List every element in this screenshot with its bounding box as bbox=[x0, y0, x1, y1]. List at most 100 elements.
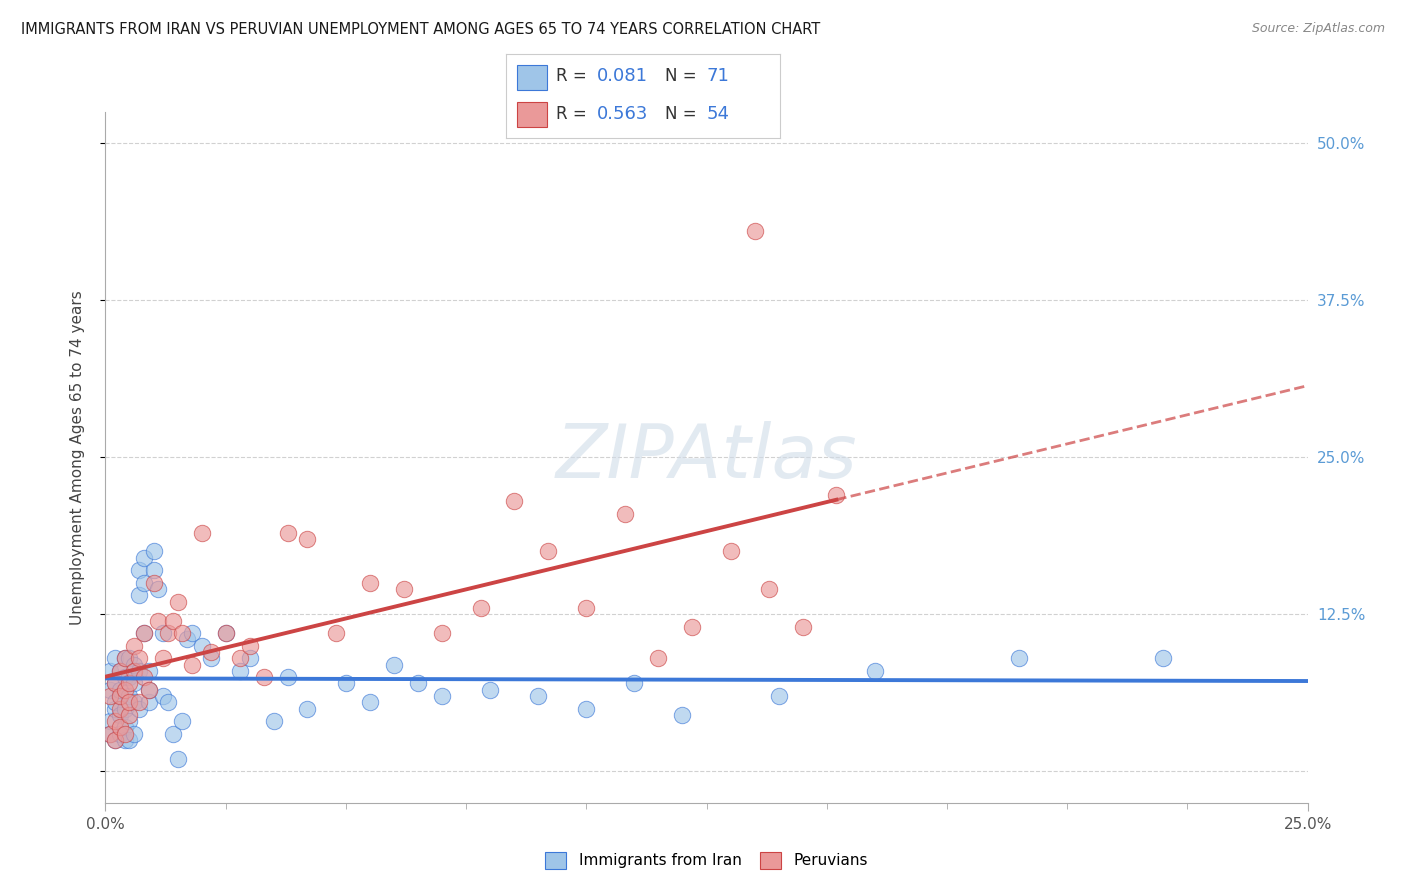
Point bbox=[108, 664, 131, 678]
Point bbox=[114, 682, 136, 697]
Point bbox=[229, 651, 252, 665]
Point bbox=[152, 626, 174, 640]
Point bbox=[104, 733, 127, 747]
Point bbox=[118, 670, 141, 684]
Point bbox=[190, 639, 212, 653]
Point bbox=[671, 707, 693, 722]
Point bbox=[575, 601, 598, 615]
Point bbox=[108, 689, 131, 703]
Text: R =: R = bbox=[555, 105, 592, 123]
Point bbox=[214, 626, 236, 640]
Point bbox=[118, 689, 141, 703]
Point bbox=[681, 620, 703, 634]
Point bbox=[98, 726, 121, 740]
Point bbox=[406, 676, 429, 690]
Point bbox=[138, 664, 160, 678]
FancyBboxPatch shape bbox=[517, 64, 547, 90]
Text: 54: 54 bbox=[706, 105, 730, 123]
Point bbox=[575, 701, 598, 715]
Point bbox=[142, 575, 165, 590]
Text: IMMIGRANTS FROM IRAN VS PERUVIAN UNEMPLOYMENT AMONG AGES 65 TO 74 YEARS CORRELAT: IMMIGRANTS FROM IRAN VS PERUVIAN UNEMPLO… bbox=[21, 22, 820, 37]
Point bbox=[108, 701, 131, 715]
Point bbox=[128, 589, 150, 603]
Point bbox=[537, 544, 560, 558]
Point bbox=[124, 664, 146, 678]
Text: R =: R = bbox=[555, 67, 592, 85]
Point bbox=[166, 595, 188, 609]
FancyBboxPatch shape bbox=[517, 102, 547, 128]
Point bbox=[479, 682, 502, 697]
Point bbox=[758, 582, 780, 596]
Point bbox=[98, 714, 121, 728]
Point bbox=[229, 664, 252, 678]
Point bbox=[181, 626, 204, 640]
Text: ZIPAtlas: ZIPAtlas bbox=[555, 421, 858, 493]
Point bbox=[297, 701, 319, 715]
Point bbox=[142, 563, 165, 577]
Point bbox=[152, 651, 174, 665]
Point bbox=[172, 626, 194, 640]
Legend: Immigrants from Iran, Peruvians: Immigrants from Iran, Peruvians bbox=[538, 846, 875, 875]
Point bbox=[118, 695, 141, 709]
Point bbox=[744, 224, 766, 238]
Point bbox=[118, 676, 141, 690]
Point bbox=[623, 676, 645, 690]
Point bbox=[277, 525, 299, 540]
Point bbox=[863, 664, 886, 678]
Point bbox=[124, 676, 146, 690]
Point bbox=[392, 582, 415, 596]
Point bbox=[124, 695, 146, 709]
Point bbox=[503, 494, 526, 508]
Y-axis label: Unemployment Among Ages 65 to 74 years: Unemployment Among Ages 65 to 74 years bbox=[70, 290, 84, 624]
Point bbox=[470, 601, 492, 615]
Point bbox=[118, 707, 141, 722]
Point bbox=[104, 676, 127, 690]
Text: 0.563: 0.563 bbox=[596, 105, 648, 123]
Point bbox=[792, 620, 814, 634]
Point bbox=[108, 682, 131, 697]
Text: N =: N = bbox=[665, 105, 702, 123]
Point bbox=[200, 651, 222, 665]
Point bbox=[114, 733, 136, 747]
Point bbox=[239, 639, 262, 653]
Point bbox=[108, 720, 131, 734]
Point bbox=[148, 614, 170, 628]
Point bbox=[1152, 651, 1174, 665]
Point bbox=[152, 689, 174, 703]
Point bbox=[359, 695, 381, 709]
Point bbox=[263, 714, 285, 728]
Text: 71: 71 bbox=[706, 67, 730, 85]
Point bbox=[104, 733, 127, 747]
Point bbox=[138, 682, 160, 697]
Point bbox=[128, 695, 150, 709]
Point bbox=[128, 651, 150, 665]
Point bbox=[613, 507, 636, 521]
Point bbox=[108, 707, 131, 722]
Point bbox=[114, 720, 136, 734]
Point bbox=[128, 563, 150, 577]
Point bbox=[98, 664, 121, 678]
Point bbox=[162, 726, 184, 740]
Point bbox=[430, 689, 453, 703]
Point bbox=[156, 695, 179, 709]
Point bbox=[104, 714, 127, 728]
Point bbox=[124, 726, 146, 740]
Point bbox=[124, 657, 146, 672]
Point bbox=[166, 752, 188, 766]
Point bbox=[200, 645, 222, 659]
Point bbox=[359, 575, 381, 590]
Text: 0.081: 0.081 bbox=[596, 67, 648, 85]
Point bbox=[190, 525, 212, 540]
Point bbox=[156, 626, 179, 640]
Point bbox=[108, 664, 131, 678]
Point bbox=[118, 651, 141, 665]
Point bbox=[124, 639, 146, 653]
Point bbox=[114, 651, 136, 665]
Point bbox=[132, 550, 155, 565]
Point bbox=[114, 726, 136, 740]
Point bbox=[527, 689, 550, 703]
Point bbox=[114, 701, 136, 715]
Point bbox=[118, 714, 141, 728]
Point bbox=[825, 488, 848, 502]
Point bbox=[1008, 651, 1031, 665]
